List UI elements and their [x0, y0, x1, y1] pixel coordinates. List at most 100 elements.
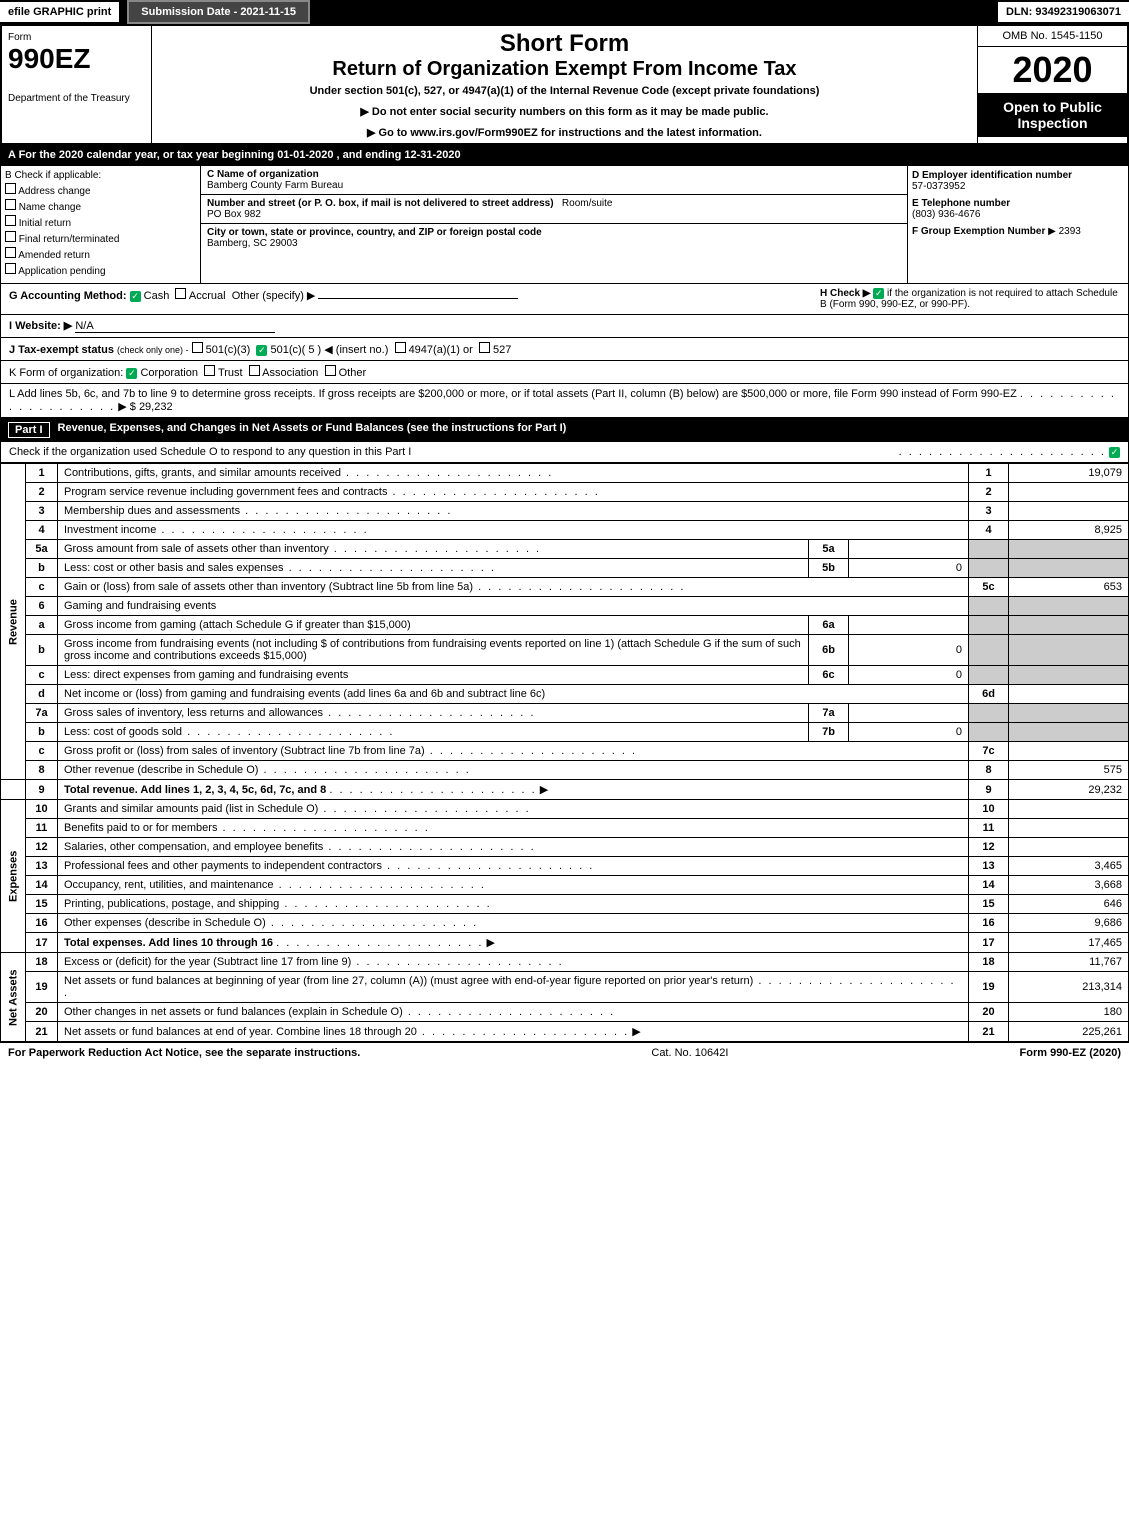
website-value: N/A [75, 320, 275, 333]
cb-trust[interactable] [204, 365, 215, 376]
opt-corp: Corporation [140, 367, 197, 379]
r4-ln: 4 [969, 521, 1009, 540]
footer-left: For Paperwork Reduction Act Notice, see … [8, 1047, 360, 1059]
r5a-ln [969, 540, 1009, 559]
r3-n: 3 [26, 502, 58, 521]
r6-n: 6 [26, 597, 58, 616]
cb-other[interactable] [325, 365, 336, 376]
r8-v: 575 [1009, 761, 1129, 780]
r8-d: Other revenue (describe in Schedule O) [64, 764, 471, 776]
cb-name-change[interactable]: Name change [5, 199, 196, 213]
cb-501c3[interactable] [192, 342, 203, 353]
footer-catno: Cat. No. 10642I [651, 1047, 728, 1059]
cb-corp[interactable]: ✓ [126, 368, 137, 379]
r11-d: Benefits paid to or for members [64, 822, 430, 834]
r2-v [1009, 483, 1129, 502]
r20-ln: 20 [969, 1003, 1009, 1022]
r6a-v [1009, 616, 1129, 635]
row-2: 2 Program service revenue including gover… [1, 483, 1129, 502]
cb-h[interactable]: ✓ [873, 288, 884, 299]
r7b-n: b [26, 723, 58, 742]
r5a-d: Gross amount from sale of assets other t… [64, 543, 541, 555]
row-18: Net Assets18Excess or (deficit) for the … [1, 953, 1129, 972]
section-c: C Name of organization Bamberg County Fa… [201, 166, 908, 283]
row-7a: 7aGross sales of inventory, less returns… [1, 704, 1129, 723]
r15-v: 646 [1009, 895, 1129, 914]
row-12: 12Salaries, other compensation, and empl… [1, 838, 1129, 857]
opt-assoc: Association [262, 367, 318, 379]
r9-n: 9 [26, 780, 58, 800]
r2-ln: 2 [969, 483, 1009, 502]
cb-cash[interactable]: ✓ [130, 291, 141, 302]
r3-d: Membership dues and assessments [64, 505, 452, 517]
r5a-v [1009, 540, 1129, 559]
r13-v: 3,465 [1009, 857, 1129, 876]
r1-d: Contributions, gifts, grants, and simila… [64, 467, 553, 479]
r8-ln: 8 [969, 761, 1009, 780]
efile-print-label[interactable]: efile GRAPHIC print [0, 2, 119, 22]
side-expenses: Expenses [1, 800, 26, 953]
cb-address-change[interactable]: Address change [5, 183, 196, 197]
r5b-n: b [26, 559, 58, 578]
org-name: Bamberg County Farm Bureau [207, 180, 343, 191]
opt-4947: 4947(a)(1) or [409, 344, 473, 356]
row-19: 19Net assets or fund balances at beginni… [1, 972, 1129, 1003]
r3-v [1009, 502, 1129, 521]
r14-d: Occupancy, rent, utilities, and maintena… [64, 879, 486, 891]
cb-527[interactable] [479, 342, 490, 353]
r7b-sub: 7b [809, 723, 849, 742]
r18-n: 18 [26, 953, 58, 972]
part-1-title: Revenue, Expenses, and Changes in Net As… [58, 422, 567, 438]
r5b-v [1009, 559, 1129, 578]
cb-4947[interactable] [395, 342, 406, 353]
r6c-ln [969, 666, 1009, 685]
r6b-d: Gross income from fundraising events (no… [58, 635, 809, 666]
r14-v: 3,668 [1009, 876, 1129, 895]
cb-final-return[interactable]: Final return/terminated [5, 231, 196, 245]
r6c-d: Less: direct expenses from gaming and fu… [58, 666, 809, 685]
r6c-sv: 0 [849, 666, 969, 685]
cb-initial-return[interactable]: Initial return [5, 215, 196, 229]
j-paren: (check only one) - [117, 345, 189, 355]
cb-501c[interactable]: ✓ [256, 345, 267, 356]
line-i: I Website: ▶ N/A [0, 315, 1129, 338]
r10-n: 10 [26, 800, 58, 819]
r6a-n: a [26, 616, 58, 635]
r6c-n: c [26, 666, 58, 685]
part-1-header: Part I Revenue, Expenses, and Changes in… [0, 418, 1129, 442]
row-9: 9Total revenue. Add lines 1, 2, 3, 4, 5c… [1, 780, 1129, 800]
r10-ln: 10 [969, 800, 1009, 819]
row-6a: aGross income from gaming (attach Schedu… [1, 616, 1129, 635]
r1-ln: 1 [969, 464, 1009, 483]
org-name-row: C Name of organization Bamberg County Fa… [201, 166, 907, 195]
r5a-sv [849, 540, 969, 559]
line-h: H Check ▶ ✓ if the organization is not r… [820, 288, 1120, 310]
cb-accrual[interactable] [175, 288, 186, 299]
side-revenue: Revenue [1, 464, 26, 780]
row-20: 20Other changes in net assets or fund ba… [1, 1003, 1129, 1022]
row-6c: cLess: direct expenses from gaming and f… [1, 666, 1129, 685]
cb-amended[interactable]: Amended return [5, 247, 196, 261]
line-g-h: G Accounting Method: ✓ Cash Accrual Othe… [0, 284, 1129, 315]
row-6: 6Gaming and fundraising events [1, 597, 1129, 616]
r14-ln: 14 [969, 876, 1009, 895]
r17-ln: 17 [969, 933, 1009, 953]
header-center: Short Form Return of Organization Exempt… [152, 26, 977, 143]
r12-n: 12 [26, 838, 58, 857]
r6a-sv [849, 616, 969, 635]
goto-note: ▶ Go to www.irs.gov/Form990EZ for instru… [156, 126, 973, 139]
other-input[interactable] [318, 298, 518, 299]
l-amount: ▶ $ 29,232 [118, 401, 172, 413]
cb-schedule-o[interactable]: ✓ [1109, 447, 1120, 458]
r6c-v [1009, 666, 1129, 685]
r6d-v [1009, 685, 1129, 704]
cb-app-pending[interactable]: Application pending [5, 263, 196, 277]
r7b-v [1009, 723, 1129, 742]
r2-d: Program service revenue including govern… [64, 486, 600, 498]
cb-assoc[interactable] [249, 365, 260, 376]
tax-year: 2020 [978, 47, 1127, 93]
r21-d: Net assets or fund balances at end of ye… [64, 1026, 629, 1038]
section-b: B Check if applicable: Address change Na… [1, 166, 201, 283]
r18-ln: 18 [969, 953, 1009, 972]
r6a-d: Gross income from gaming (attach Schedul… [58, 616, 809, 635]
